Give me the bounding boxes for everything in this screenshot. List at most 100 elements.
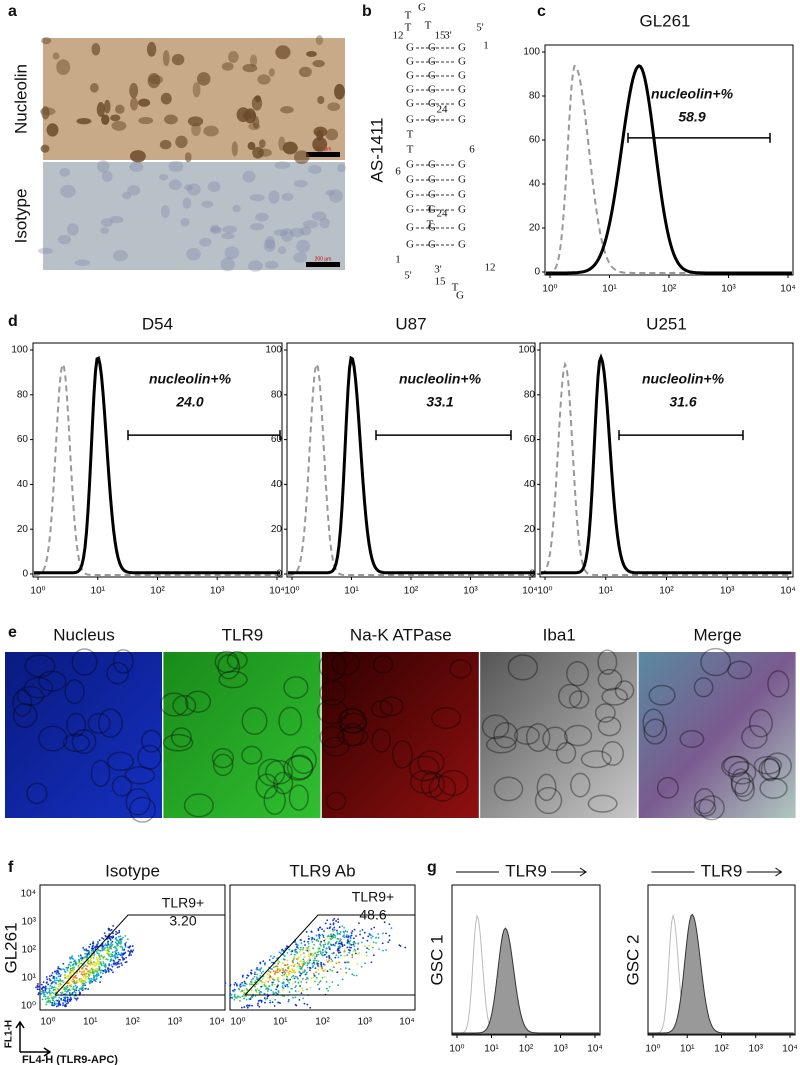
- cell: [293, 150, 310, 164]
- event-dot: [78, 988, 81, 990]
- event-dot: [330, 935, 333, 938]
- cell: [322, 736, 350, 757]
- event-dot: [388, 934, 391, 937]
- structure-text: G: [406, 204, 414, 216]
- event-dot: [122, 952, 125, 955]
- cell: [41, 106, 50, 120]
- event-dot: [300, 966, 303, 969]
- event-dot: [96, 945, 99, 948]
- cell: [263, 785, 286, 815]
- event-dot: [107, 967, 109, 969]
- cell: [274, 161, 291, 170]
- annotation-value: 58.9: [678, 109, 705, 125]
- event-dot: [120, 945, 123, 948]
- cell: [534, 786, 563, 815]
- event-dot: [71, 964, 74, 967]
- cell: [184, 184, 193, 191]
- cell: [265, 759, 293, 785]
- event-dot: [363, 931, 366, 934]
- y-tick-label: 100: [523, 47, 540, 58]
- event-dot: [381, 942, 384, 945]
- structure-text: G: [456, 290, 464, 302]
- event-dot: [385, 948, 388, 951]
- structure-text: G: [418, 2, 426, 14]
- structure-text: T: [405, 10, 412, 22]
- event-dot: [348, 946, 351, 949]
- event-dot: [335, 940, 338, 943]
- event-dot: [288, 981, 291, 984]
- event-dot: [87, 953, 90, 956]
- event-dot: [99, 962, 102, 965]
- event-dot: [310, 931, 313, 933]
- event-dot: [107, 940, 109, 943]
- event-dot: [269, 1001, 272, 1004]
- event-dot: [305, 971, 308, 974]
- cell: [759, 777, 788, 799]
- event-dot: [251, 981, 254, 984]
- event-dot: [257, 1000, 260, 1002]
- event-dot: [319, 943, 322, 945]
- event-dot: [336, 949, 339, 952]
- event-dot: [292, 974, 295, 977]
- event-dot: [103, 932, 106, 935]
- cell: [493, 721, 519, 749]
- event-dot: [71, 987, 74, 990]
- cell: [137, 744, 162, 770]
- event-dot: [69, 967, 72, 970]
- cell: [170, 727, 192, 748]
- event-dot: [250, 995, 253, 998]
- event-dot: [307, 947, 310, 950]
- event-dot: [320, 961, 323, 964]
- event-dot: [329, 926, 332, 929]
- event-dot: [348, 951, 351, 954]
- event-dot: [99, 961, 102, 964]
- event-dot: [269, 955, 272, 958]
- marker-label: TLR9: [701, 861, 743, 880]
- event-dot: [320, 944, 322, 947]
- event-dot: [62, 999, 65, 1001]
- panel-title: U87: [395, 314, 426, 333]
- cell: [312, 136, 328, 152]
- event-dot: [312, 947, 315, 950]
- event-dot: [270, 961, 273, 964]
- y-tick-label: 20: [271, 524, 283, 535]
- event-dot: [110, 947, 113, 950]
- event-dot: [59, 978, 62, 981]
- event-dot: [91, 942, 94, 945]
- event-dot: [350, 932, 353, 934]
- x-tick-label: 10²: [404, 586, 419, 597]
- cell: [318, 651, 347, 681]
- plot-frame: [451, 884, 601, 1036]
- micrograph: [480, 652, 638, 818]
- cell: [587, 794, 618, 813]
- event-dot: [111, 955, 114, 958]
- cell: [210, 224, 220, 233]
- event-dot: [54, 1003, 57, 1006]
- event-dot: [313, 955, 316, 958]
- event-dot: [72, 968, 75, 971]
- structure-text: G: [406, 114, 414, 126]
- event-dot: [285, 978, 288, 981]
- y-tick-label: 0: [534, 267, 540, 278]
- event-dot: [282, 974, 285, 977]
- event-dot: [336, 929, 338, 932]
- event-dot: [278, 969, 281, 972]
- cell: [159, 173, 169, 181]
- event-dot: [106, 958, 109, 961]
- event-dot: [287, 973, 290, 976]
- x-tick-label: 10³: [721, 284, 736, 295]
- cell: [249, 223, 265, 231]
- event-dot: [100, 964, 103, 967]
- ihc-image: [43, 162, 345, 270]
- cell: [767, 670, 790, 698]
- event-dot: [324, 943, 327, 946]
- event-dot: [311, 941, 314, 943]
- event-dot: [313, 963, 316, 965]
- structure-text: T: [405, 22, 412, 34]
- event-dot: [51, 997, 54, 999]
- micrograph: [321, 652, 479, 818]
- cell: [185, 690, 212, 713]
- event-dot: [253, 981, 256, 984]
- event-dot: [266, 997, 269, 1000]
- event-dot: [57, 975, 60, 978]
